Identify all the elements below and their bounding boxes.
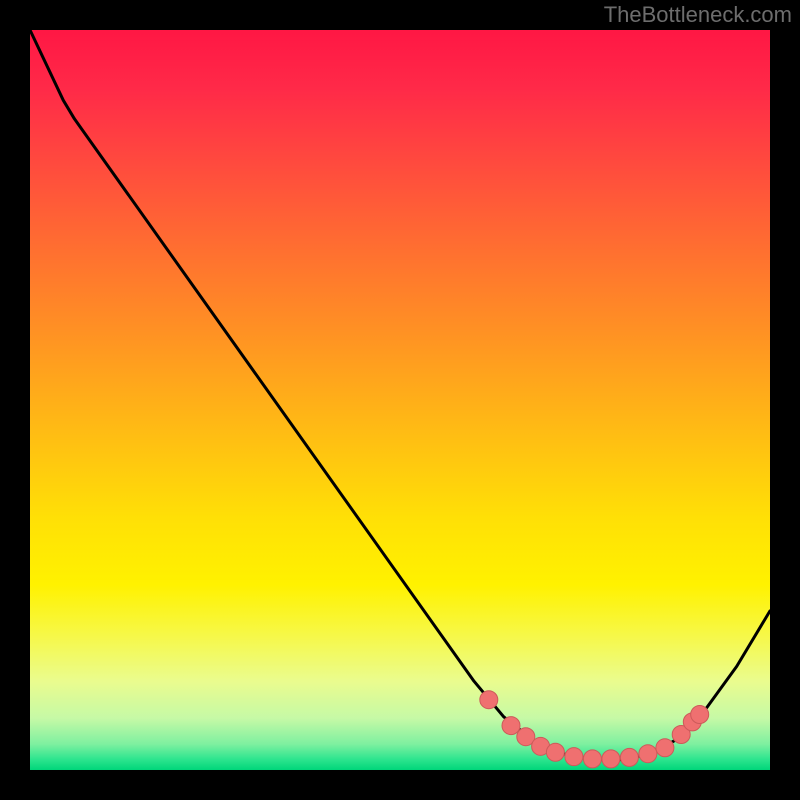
- curve-marker: [546, 743, 564, 761]
- curve-marker: [583, 750, 601, 768]
- curve-marker: [620, 748, 638, 766]
- curve-marker: [502, 717, 520, 735]
- chart-svg: [0, 0, 800, 800]
- curve-marker: [480, 691, 498, 709]
- curve-marker: [656, 739, 674, 757]
- curve-marker: [691, 706, 709, 724]
- curve-marker: [602, 750, 620, 768]
- curve-marker: [639, 745, 657, 763]
- curve-marker: [565, 748, 583, 766]
- plot-area: [30, 30, 770, 770]
- chart-stage: TheBottleneck.com: [0, 0, 800, 800]
